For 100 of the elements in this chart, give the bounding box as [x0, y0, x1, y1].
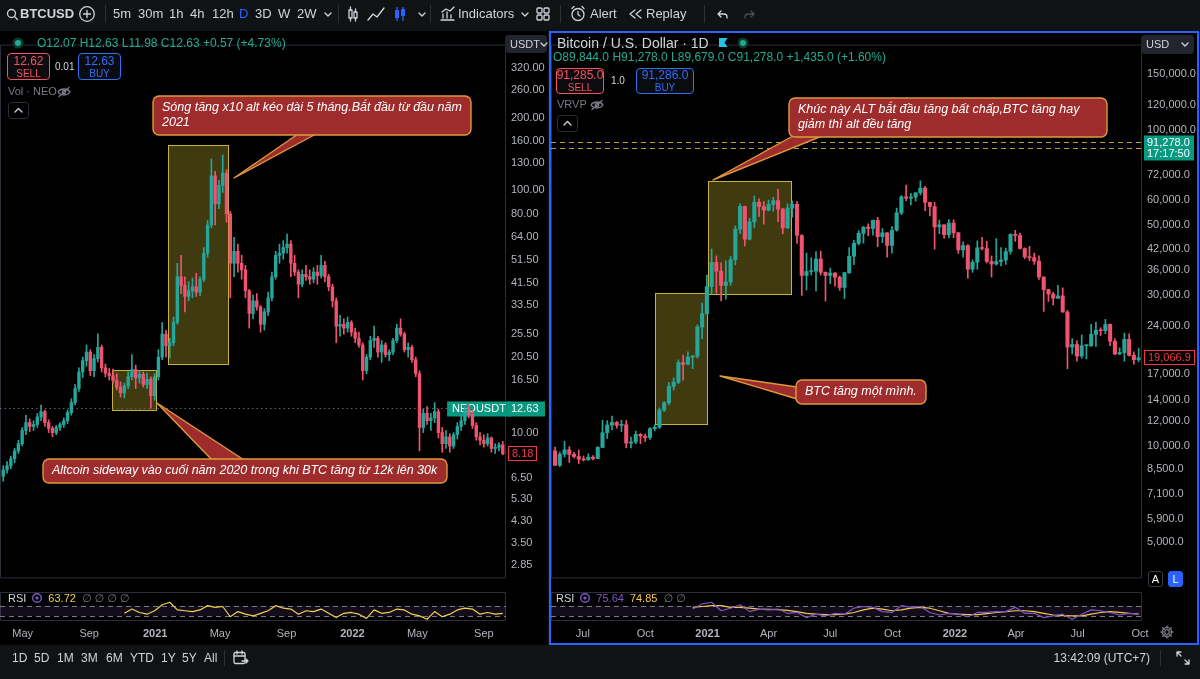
buy-button: 91,286.0 BUY	[636, 68, 694, 94]
candlestick	[723, 260, 728, 300]
text: 30m	[138, 6, 164, 22]
chart-title: RSI	[8, 591, 27, 605]
annotation: VRVP	[557, 98, 587, 112]
y-tick-label: 50,000.0	[1147, 218, 1190, 231]
y-tick-label: 51.50	[511, 253, 539, 266]
annotation: ∅ ∅ ∅ ∅	[81, 591, 130, 605]
text: 1D	[12, 650, 28, 666]
y-tick-label: 30,000.0	[1147, 288, 1190, 301]
chart-subtitle: O89,844.0 H91,278.0 L89,679.0 C91,278.0 +1,435.0 (+1.60%)	[553, 49, 886, 65]
text: BTCUSD	[20, 6, 75, 22]
y-tick-label: 72,000.0	[1147, 168, 1190, 181]
x-tick-label: Apr	[1007, 626, 1025, 639]
y-tick-label: 6.50	[511, 470, 533, 483]
annotation: SELL	[16, 67, 41, 79]
text: 3M	[81, 650, 98, 666]
sell-button: 12.62 SELL	[7, 53, 50, 80]
sell-button: 91,285.0 SELL	[556, 68, 604, 94]
y-tick-label: 24,000.0	[1147, 319, 1190, 332]
y-tick-label: 160.00	[511, 134, 545, 147]
x-tick-label: Oct	[884, 626, 902, 639]
x-tick-label: Sep	[79, 626, 99, 639]
y-tick-label: 100,000.0	[1147, 122, 1196, 135]
y-tick-label: 80.00	[511, 206, 539, 219]
y-tick-label: 5,000.0	[1147, 534, 1184, 547]
candlestick	[493, 443, 497, 454]
text: 8.18	[508, 446, 538, 462]
annotation: ∅ ∅	[663, 591, 686, 605]
dropdown-button: USDT	[505, 35, 547, 53]
text: 5Y	[182, 650, 197, 666]
x-tick-label: 2021	[695, 626, 720, 639]
candlestick	[1055, 284, 1060, 300]
y-tick-label: 41.50	[511, 275, 539, 288]
text: D	[239, 6, 249, 22]
text: 5m	[113, 6, 132, 22]
text: 19,066.9	[1144, 350, 1195, 366]
annotation: 91,286.0	[641, 68, 689, 82]
square-button: L	[1168, 571, 1183, 587]
candlestick	[308, 269, 312, 285]
candlestick	[757, 198, 762, 217]
text: 17:17:50	[1147, 147, 1190, 161]
x-tick-label: Sep	[276, 626, 297, 639]
text: 1h	[169, 6, 184, 22]
candlestick	[681, 354, 686, 381]
y-tick-label: 60,000.0	[1147, 193, 1190, 206]
text: All	[204, 650, 218, 666]
ref-line-label: 12.63	[511, 402, 539, 415]
annotation: Vol · NEO	[8, 85, 57, 99]
x-tick-label: 2022	[340, 626, 365, 639]
candlestick	[338, 314, 342, 337]
y-tick-label: 4.30	[511, 514, 533, 527]
x-tick-label: Oct	[636, 626, 654, 639]
annotation: 74.85	[629, 591, 658, 605]
text: 13:42:09 (UTC+7)	[1053, 650, 1150, 666]
y-tick-label: 120,000.0	[1147, 97, 1196, 110]
text: 3D	[255, 6, 272, 22]
candlestick	[107, 368, 111, 381]
y-tick-label: 3.50	[511, 536, 533, 549]
y-tick-label: 5.30	[511, 492, 533, 505]
y-tick-label: 100.00	[511, 183, 545, 196]
text: 4h	[190, 6, 205, 22]
buy-button: 12.63 BUY	[78, 53, 121, 80]
annotation: 1.0	[611, 75, 625, 87]
candlestick	[994, 238, 999, 266]
annotation: 75.64	[596, 591, 624, 605]
y-tick-label: 42,000.0	[1147, 242, 1190, 255]
candlestick	[866, 223, 871, 237]
y-tick-label: 2.85	[511, 557, 533, 570]
ref-line-label: 91,278.0	[1147, 136, 1190, 149]
y-tick-label: 320.00	[511, 61, 545, 74]
y-tick-label: 14,000.0	[1147, 393, 1190, 406]
y-tick-label: 5,900.0	[1147, 512, 1184, 525]
x-tick-label: 2021	[142, 626, 168, 639]
y-tick-label: 150,000.0	[1147, 67, 1196, 80]
y-tick-label: 260.00	[511, 82, 545, 95]
candlestick	[482, 434, 486, 448]
x-tick-label: Apr	[760, 626, 778, 639]
y-tick-label: 12,000.0	[1147, 414, 1190, 427]
x-tick-label: Sep	[474, 626, 494, 639]
x-tick-label: Oct	[1131, 626, 1149, 639]
y-tick-label: 10,000.0	[1147, 439, 1190, 452]
annotation: 91,285.0	[556, 68, 604, 82]
x-tick-label: May	[406, 626, 429, 639]
annotation: 0.01	[55, 61, 75, 73]
y-tick-label: 16.50	[511, 372, 539, 385]
text: 6M	[106, 650, 123, 666]
x-tick-label: Jul	[1070, 626, 1085, 639]
candlestick	[998, 247, 1004, 267]
text: 1M	[57, 650, 74, 666]
candlestick	[304, 265, 308, 281]
y-tick-label: 7,100.0	[1147, 486, 1184, 499]
annotation: 12.62	[13, 53, 44, 68]
x-tick-label: Jul	[823, 626, 838, 639]
text: 5D	[34, 650, 50, 666]
text: Indicators	[458, 6, 515, 22]
candlestick	[828, 267, 833, 284]
text: YTD	[130, 650, 154, 666]
chart-subtitle: O12.07 H12.63 L11.98 C12.63 +0.57 (+4.73%)	[37, 35, 286, 51]
annotation: Khúc này ALT bắt đầu tăng bất chấp,BTC tăng hay giảm thì alt đều tăng	[798, 102, 1081, 132]
